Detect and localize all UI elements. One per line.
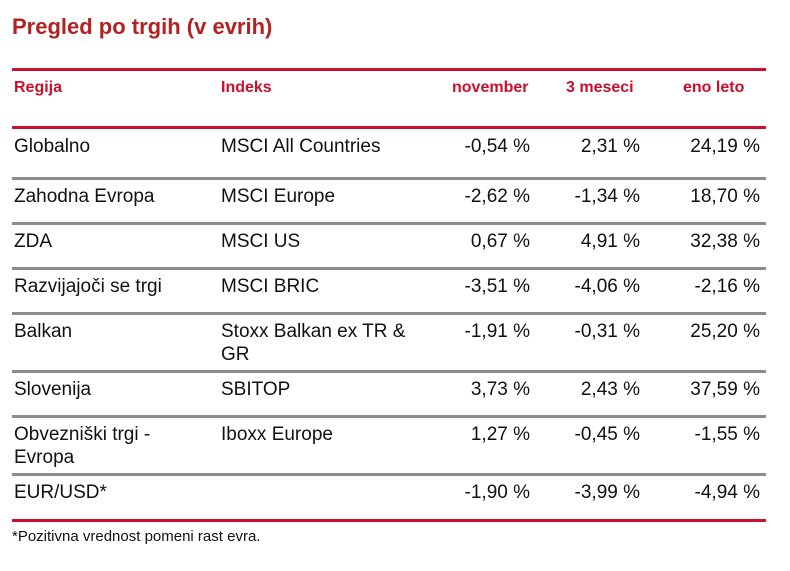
- cell-one-year: 32,38 %: [690, 231, 760, 252]
- cell-november: -1,90 %: [464, 482, 530, 503]
- cell-three-months: 4,91 %: [580, 231, 640, 252]
- cell-index: MSCI US: [221, 231, 301, 252]
- cell-three-months: -0,31 %: [574, 321, 640, 342]
- cell-index: MSCI All Countries: [221, 136, 381, 157]
- cell-region: Razvijajoči se trgi: [14, 276, 162, 297]
- header-one-year: eno leto: [683, 79, 745, 96]
- cell-one-year: -4,94 %: [694, 482, 760, 503]
- row-divider: [12, 312, 766, 315]
- cell-region: ZDA: [14, 231, 52, 252]
- row-divider: [12, 267, 766, 270]
- cell-one-year: 25,20 %: [690, 321, 760, 342]
- header-index: Indeks: [221, 79, 272, 96]
- cell-three-months: 2,31 %: [580, 136, 640, 157]
- cell-one-year: 18,70 %: [690, 186, 760, 207]
- row-divider: [12, 415, 766, 418]
- cell-one-year: 37,59 %: [690, 379, 760, 400]
- footnote: *Pozitivna vrednost pomeni rast evra.: [12, 528, 261, 545]
- cell-november: 3,73 %: [470, 379, 530, 400]
- cell-three-months: 2,43 %: [580, 379, 640, 400]
- cell-index: MSCI Europe: [221, 186, 336, 207]
- header-top-rule: [12, 68, 766, 71]
- cell-region: Obvezniški trgi - Evropa: [14, 424, 151, 468]
- cell-index: Stoxx Balkan ex TR & GR: [221, 321, 406, 365]
- cell-one-year: -2,16 %: [694, 276, 760, 297]
- cell-november: 1,27 %: [470, 424, 530, 445]
- cell-november: -3,51 %: [464, 276, 530, 297]
- cell-region: Zahodna Evropa: [14, 186, 155, 207]
- row-divider: [12, 222, 766, 225]
- cell-november: -0,54 %: [464, 136, 530, 157]
- cell-region: Slovenija: [14, 379, 92, 400]
- cell-three-months: -0,45 %: [574, 424, 640, 445]
- cell-november: 0,67 %: [470, 231, 530, 252]
- cell-index: MSCI BRIC: [221, 276, 320, 297]
- cell-three-months: -4,06 %: [574, 276, 640, 297]
- cell-one-year: -1,55 %: [694, 424, 760, 445]
- row-divider: [12, 473, 766, 476]
- cell-region: Balkan: [14, 321, 73, 342]
- row-divider: [12, 370, 766, 373]
- cell-index: Iboxx Europe: [221, 424, 333, 445]
- table-bottom-rule: [12, 519, 766, 522]
- cell-one-year: 24,19 %: [690, 136, 760, 157]
- cell-november: -2,62 %: [464, 186, 530, 207]
- cell-region: Globalno: [14, 136, 91, 157]
- cell-three-months: -3,99 %: [574, 482, 640, 503]
- cell-index: SBITOP: [221, 379, 291, 400]
- cell-region: EUR/USD*: [14, 482, 107, 503]
- header-three-months: 3 meseci: [566, 79, 634, 96]
- row-divider: [12, 177, 766, 180]
- header-november: november: [452, 79, 529, 96]
- page-title: Pregled po trgih (v evrih): [12, 14, 273, 39]
- header-region: Regija: [14, 79, 63, 96]
- cell-november: -1,91 %: [464, 321, 530, 342]
- header-bottom-rule: [12, 126, 766, 129]
- cell-three-months: -1,34 %: [574, 186, 640, 207]
